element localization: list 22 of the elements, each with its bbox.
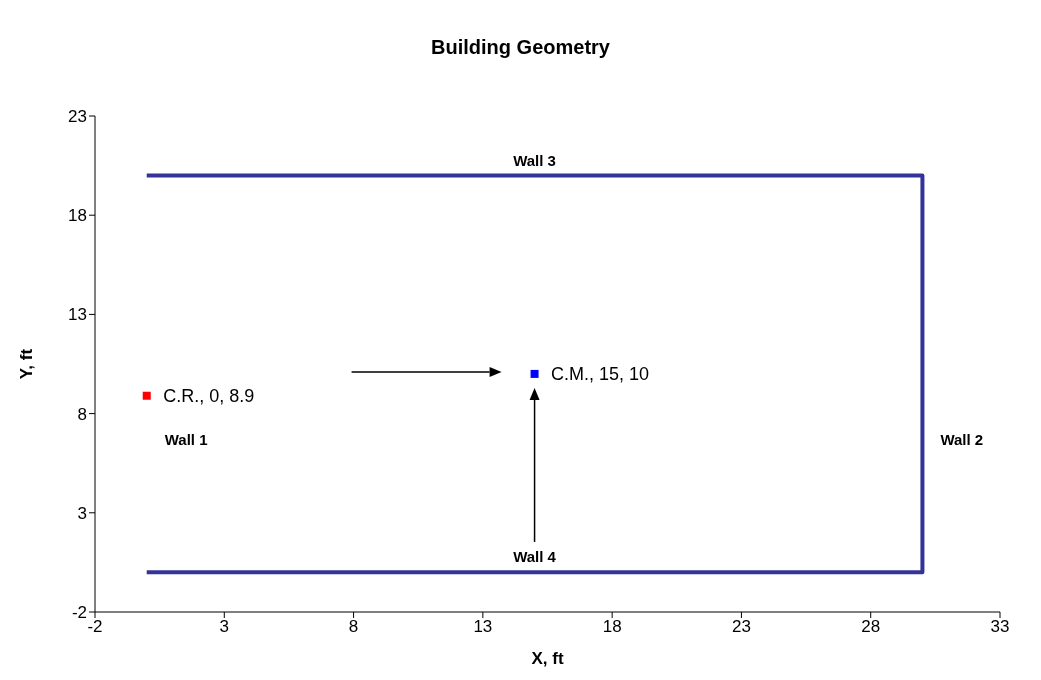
data-label: C.R., 0, 8.9 xyxy=(163,386,255,407)
y-tick-label: 23 xyxy=(68,107,87,127)
chart-title: Building Geometry xyxy=(431,36,611,58)
annotation: Wall 4 xyxy=(513,548,557,566)
annotation: Wall 3 xyxy=(513,151,556,169)
y-tick-label: -2 xyxy=(71,603,87,623)
x-tick-label: 33 xyxy=(990,617,1010,637)
y-axis-title: Y, ft xyxy=(17,348,37,380)
x-tick-label: 3 xyxy=(219,617,230,637)
y-tick-label: 3 xyxy=(77,503,87,523)
y-tick-label: 18 xyxy=(68,206,87,226)
x-tick-label: 8 xyxy=(348,617,359,637)
x-tick-label: 13 xyxy=(473,617,493,637)
x-tick-label: 18 xyxy=(602,617,622,637)
y-tick-label: 13 xyxy=(68,305,87,325)
annotation: Wall 1 xyxy=(164,431,208,449)
x-axis-title: X, ft xyxy=(531,649,564,668)
x-tick-label: 28 xyxy=(861,617,881,637)
y-tick-label: 8 xyxy=(77,404,87,424)
annotation: Wall 2 xyxy=(940,431,984,449)
x-tick-label: 23 xyxy=(731,617,751,637)
data-label: C.M., 15, 10 xyxy=(551,364,650,385)
